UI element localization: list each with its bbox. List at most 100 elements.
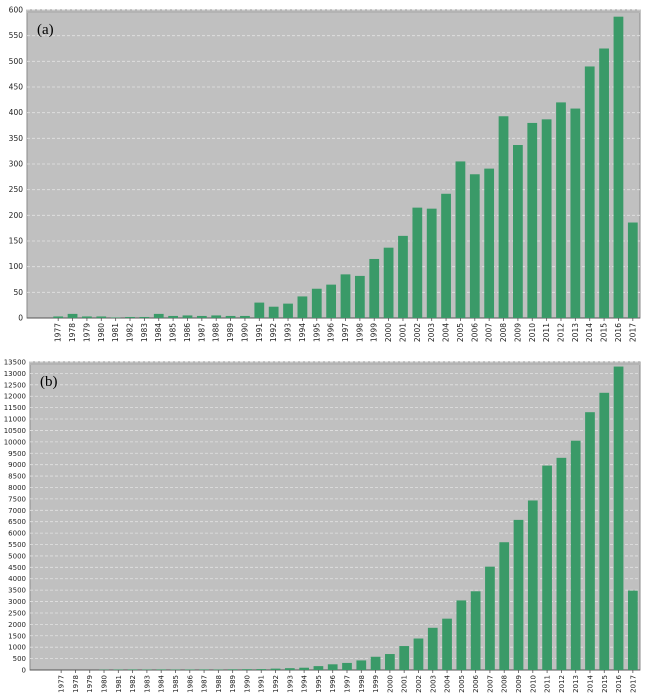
x-tick-label: 1986	[186, 674, 194, 692]
x-tick-label: 1983	[140, 323, 149, 342]
x-tick-label: 1995	[315, 675, 323, 693]
bar	[584, 66, 595, 318]
y-tick-label: 2000	[8, 621, 26, 629]
x-tick-label: 1978	[72, 675, 80, 693]
x-tick-label: 2014	[586, 674, 594, 692]
x-tick-label: 2016	[614, 323, 623, 342]
chart-panel-b: 0 500 1000 1500 2000 2500 3000 3500 4000 4500 5000…	[0, 356, 648, 693]
y-tick-label: 10500	[4, 427, 26, 435]
x-tick-label: 2002	[413, 323, 422, 342]
y-tick-label: 150	[9, 237, 24, 246]
y-tick-label: 450	[9, 83, 24, 92]
bar	[370, 656, 381, 670]
y-tick-label: 5000	[8, 552, 26, 560]
plot-top-shade	[30, 362, 640, 365]
x-tick-label: 1987	[197, 323, 206, 342]
x-tick-label: 1979	[86, 675, 94, 693]
bar	[268, 306, 279, 318]
x-tick-label: 1993	[284, 323, 293, 342]
y-tick-label: 50	[13, 288, 23, 297]
bar	[240, 315, 250, 318]
x-tick-label: 2008	[499, 323, 508, 342]
bar	[441, 193, 451, 318]
y-tick-label: 1000	[8, 644, 26, 652]
bar	[556, 102, 566, 319]
bar	[426, 208, 437, 318]
x-tick-label: 1997	[341, 323, 350, 342]
y-tick-label: 10000	[4, 438, 26, 446]
x-tick-label: 1978	[68, 323, 77, 342]
bar	[513, 145, 523, 318]
x-tick-label: 2005	[456, 323, 465, 342]
bar	[527, 500, 538, 670]
x-tick-label: 1981	[115, 675, 123, 693]
y-tick-label: 550	[9, 31, 24, 40]
x-tick-label: 2013	[571, 323, 580, 342]
x-tick-label: 2015	[601, 675, 609, 693]
x-tick-label: 1983	[143, 675, 151, 693]
x-tick-label: 2014	[585, 323, 594, 342]
bar	[485, 566, 495, 670]
panel-label: (a)	[37, 22, 54, 38]
x-tick-label: 1984	[158, 674, 166, 692]
bar	[399, 646, 410, 670]
bar	[270, 668, 281, 670]
bar	[199, 669, 209, 670]
x-tick-label: 1994	[301, 674, 309, 692]
y-tick-label: 6000	[8, 530, 26, 538]
x-tick-label: 1999	[372, 675, 380, 693]
x-tick-label: 2001	[401, 675, 409, 693]
bar	[570, 108, 581, 318]
bar	[413, 638, 424, 670]
y-tick-label: 8000	[8, 484, 26, 492]
bar	[327, 664, 338, 670]
bar	[369, 258, 380, 318]
x-tick-label: 1985	[169, 323, 178, 342]
bar	[542, 465, 552, 670]
y-tick-label: 13500	[4, 359, 26, 367]
bar	[469, 174, 480, 318]
x-tick-label: 2002	[415, 675, 423, 693]
x-tick-label: 2006	[470, 323, 479, 342]
x-tick-label: 2004	[444, 674, 452, 692]
bar	[256, 669, 267, 670]
x-tick-label: 2011	[544, 675, 552, 693]
bar	[242, 669, 252, 670]
x-tick-label: 1982	[129, 675, 137, 693]
bar	[153, 313, 164, 318]
bar	[82, 316, 92, 318]
bar	[470, 591, 481, 670]
y-tick-label: 350	[9, 134, 24, 143]
x-tick-label: 1985	[172, 675, 180, 693]
bar	[311, 288, 322, 318]
x-tick-label: 2003	[429, 675, 437, 693]
x-tick-label: 1988	[212, 323, 221, 342]
x-tick-label: 1979	[82, 323, 91, 342]
y-tick-label: 300	[9, 160, 24, 169]
bar	[570, 440, 581, 670]
y-tick-label: 3000	[8, 598, 26, 606]
plot-area	[29, 361, 641, 671]
bar	[442, 618, 452, 670]
x-tick-label: 1989	[229, 675, 237, 693]
y-tick-label: 250	[9, 185, 24, 194]
bar	[284, 668, 295, 670]
y-tick-label: 7500	[8, 495, 26, 503]
x-tick-label: 1995	[312, 323, 321, 342]
bar	[613, 16, 624, 318]
bar	[354, 275, 365, 318]
x-tick-label: 1980	[101, 675, 109, 693]
bar	[383, 247, 394, 318]
x-tick-label: 1981	[111, 323, 120, 342]
y-tick-label: 12500	[4, 381, 26, 389]
x-tick-label: 2004	[442, 323, 451, 342]
bar	[527, 122, 538, 318]
plot-top-shade	[27, 10, 640, 13]
y-tick-label: 9000	[8, 461, 26, 469]
bar	[182, 315, 193, 318]
bar	[455, 161, 466, 318]
y-tick-label: 200	[9, 211, 24, 220]
panel-label: (b)	[40, 374, 58, 390]
y-tick-label: 400	[9, 108, 24, 117]
y-tick-label: 3500	[8, 587, 26, 595]
